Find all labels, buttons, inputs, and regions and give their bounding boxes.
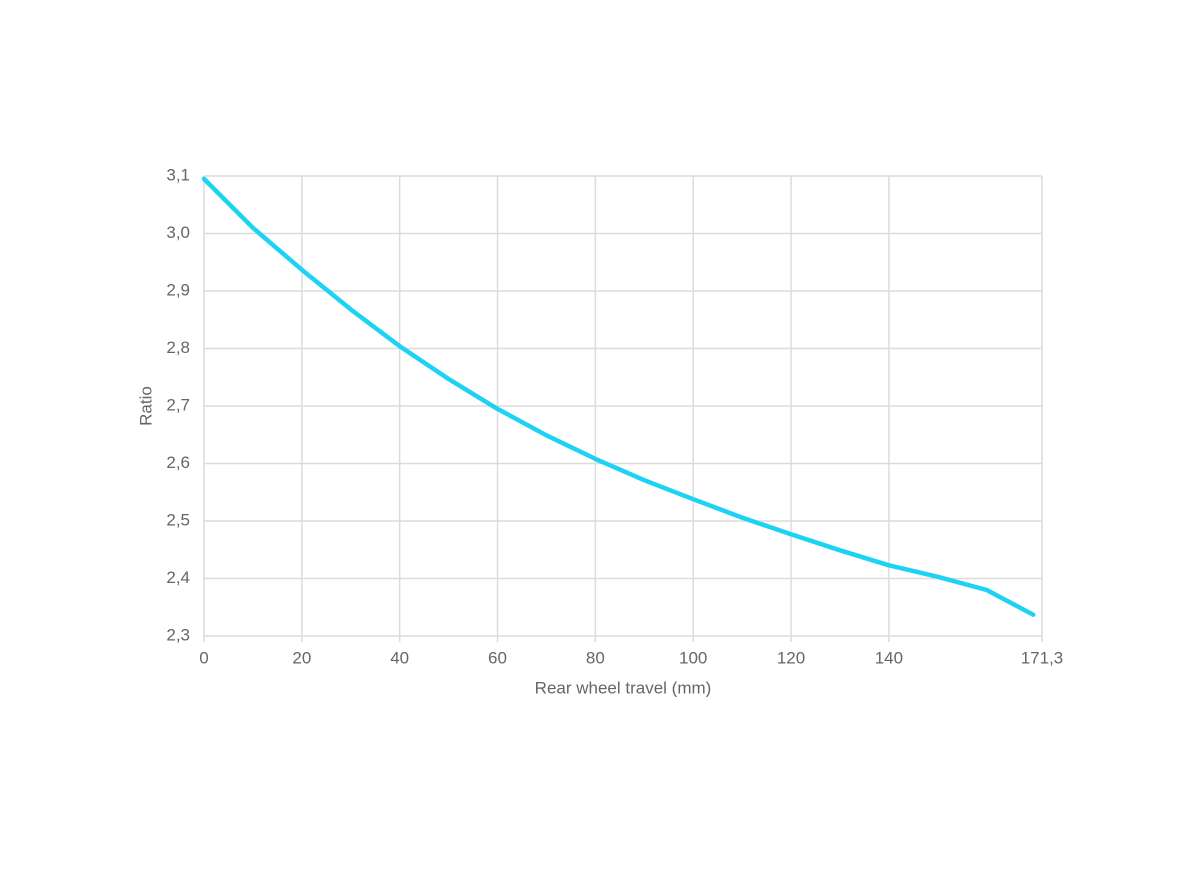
line-series [201,176,1036,617]
y-tick-label: 2,4 [166,568,190,587]
x-tick-label: 0 [199,648,208,667]
y-tick-label: 2,7 [166,395,190,414]
x-axis-title: Rear wheel travel (mm) [535,678,712,697]
x-tick-label: 120 [777,648,805,667]
y-axis-title: Ratio [136,386,155,426]
y-tick-label: 2,3 [166,625,190,644]
x-tick-label: 40 [390,648,409,667]
y-tick-label: 3,1 [166,165,190,184]
x-tick-label: 140 [875,648,903,667]
y-tick-label: 2,5 [166,510,190,529]
y-tick-label: 2,9 [166,280,190,299]
x-tick-label: 60 [488,648,507,667]
x-tick-label: 100 [679,648,707,667]
y-tick-label: 2,8 [166,338,190,357]
y-tick-label: 3,0 [166,223,190,242]
x-tick-label: 171,3 [1021,648,1064,667]
y-tick-label: 2,6 [166,453,190,472]
x-tick-label: 80 [586,648,605,667]
x-tick-label: 20 [292,648,311,667]
